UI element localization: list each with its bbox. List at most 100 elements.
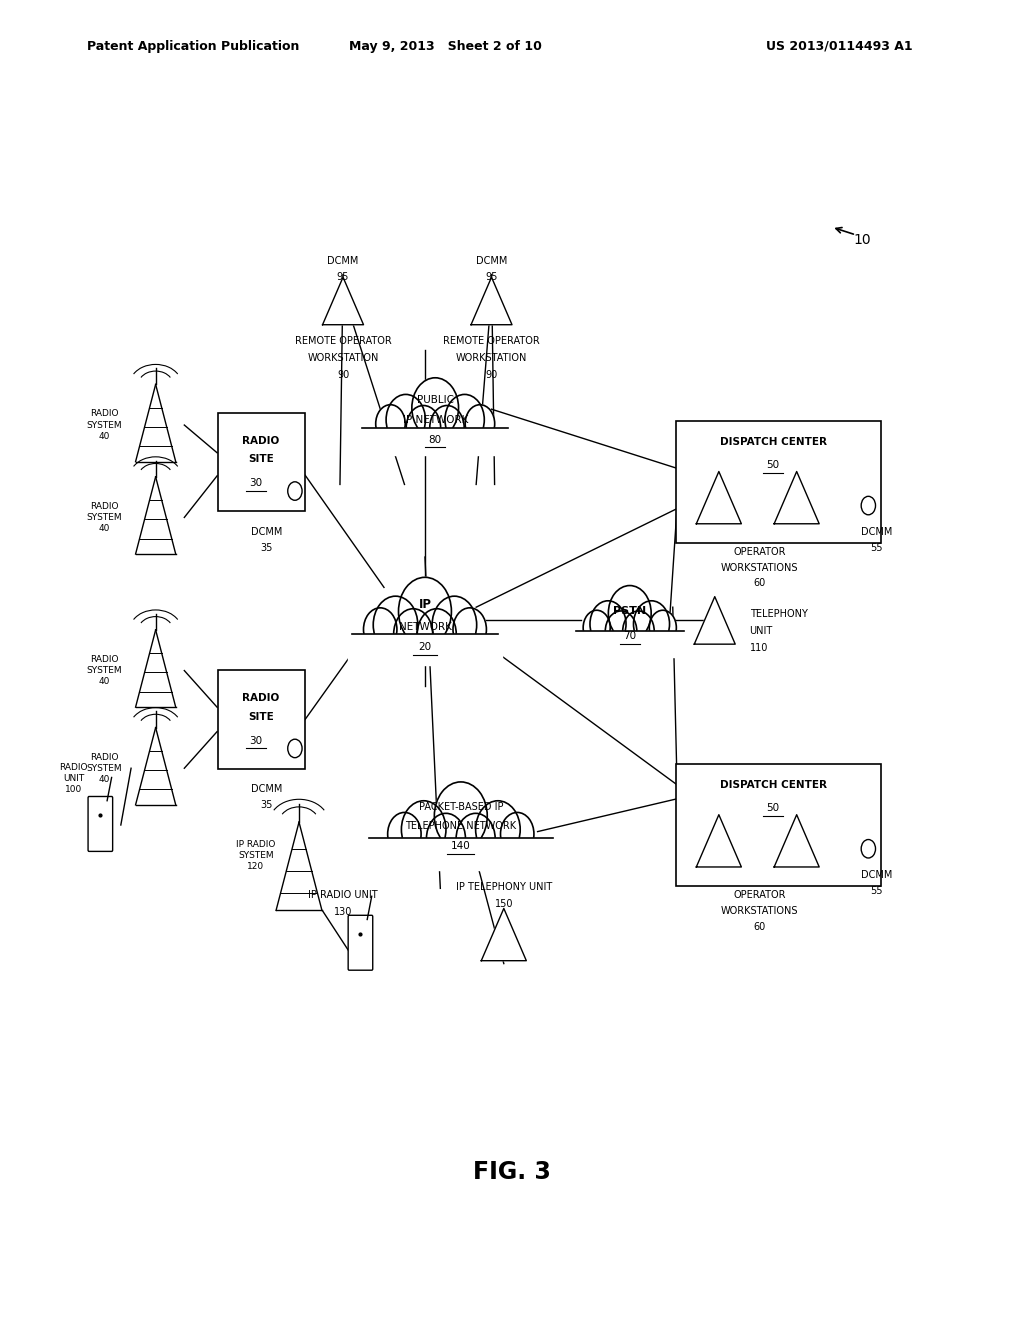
Text: DISPATCH CENTER: DISPATCH CENTER [720, 437, 826, 447]
Text: 60: 60 [754, 578, 766, 589]
Text: SITE: SITE [248, 454, 274, 465]
Polygon shape [774, 471, 819, 524]
Text: 80: 80 [429, 434, 441, 445]
Text: 50: 50 [767, 803, 779, 813]
Text: OPERATOR: OPERATOR [733, 546, 786, 557]
Circle shape [649, 610, 676, 645]
Text: OPERATOR: OPERATOR [733, 890, 786, 900]
Circle shape [584, 610, 610, 645]
Text: Patent Application Publication: Patent Application Publication [87, 40, 299, 53]
Text: SITE: SITE [248, 711, 274, 722]
Circle shape [388, 812, 421, 855]
Text: REMOTE OPERATOR: REMOTE OPERATOR [295, 335, 391, 346]
Text: 150: 150 [495, 899, 513, 909]
Text: WORKSTATIONS: WORKSTATIONS [721, 906, 799, 916]
Text: 130: 130 [334, 907, 352, 917]
Circle shape [623, 611, 654, 652]
Circle shape [376, 405, 406, 442]
Circle shape [445, 395, 484, 445]
FancyBboxPatch shape [676, 421, 881, 543]
FancyBboxPatch shape [217, 412, 305, 511]
Text: RADIO: RADIO [243, 436, 280, 446]
Text: TELEPHONE NETWORK: TELEPHONE NETWORK [406, 821, 516, 832]
Text: 20: 20 [419, 642, 431, 652]
Bar [365, 838, 557, 870]
Text: IP: IP [419, 598, 431, 611]
Bar [573, 631, 686, 656]
Text: PUBLIC: PUBLIC [417, 395, 454, 405]
Polygon shape [696, 814, 741, 867]
Text: 90: 90 [485, 370, 498, 380]
Circle shape [373, 597, 418, 653]
Text: 55: 55 [870, 543, 883, 553]
Text: REMOTE OPERATOR: REMOTE OPERATOR [443, 335, 540, 346]
Polygon shape [481, 908, 526, 961]
Text: FIG. 3: FIG. 3 [473, 1160, 551, 1184]
Polygon shape [774, 814, 819, 867]
Text: WORKSTATIONS: WORKSTATIONS [721, 562, 799, 573]
Text: IP TELEPHONY UNIT: IP TELEPHONY UNIT [456, 882, 552, 892]
Circle shape [453, 607, 486, 651]
Text: 30: 30 [250, 478, 262, 488]
Text: WORKSTATION: WORKSTATION [307, 352, 379, 363]
Circle shape [456, 813, 496, 863]
FancyBboxPatch shape [217, 671, 305, 768]
Text: TELEPHONY: TELEPHONY [750, 609, 808, 619]
Text: WORKSTATION: WORKSTATION [456, 352, 527, 363]
Circle shape [590, 601, 626, 647]
Text: US 2013/0114493 A1: US 2013/0114493 A1 [766, 40, 913, 53]
Text: DCMM: DCMM [251, 527, 282, 537]
Text: RADIO: RADIO [243, 693, 280, 704]
Text: 70: 70 [624, 631, 636, 642]
Text: IP RADIO UNIT: IP RADIO UNIT [308, 890, 378, 900]
Bar [358, 428, 512, 455]
Text: NETWORK: NETWORK [398, 622, 452, 632]
Circle shape [432, 597, 477, 653]
Text: RADIO
UNIT
100: RADIO UNIT 100 [59, 763, 88, 795]
Text: UNIT: UNIT [750, 626, 773, 636]
Circle shape [401, 801, 446, 858]
Text: DCMM: DCMM [861, 870, 892, 880]
Circle shape [386, 395, 425, 445]
Circle shape [501, 812, 534, 855]
Text: 55: 55 [870, 886, 883, 896]
Text: 30: 30 [250, 735, 262, 746]
Text: RADIO
SYSTEM
40: RADIO SYSTEM 40 [87, 502, 122, 533]
Text: PSTN: PSTN [613, 606, 646, 616]
Text: RADIO
SYSTEM
40: RADIO SYSTEM 40 [87, 409, 122, 441]
Text: DISPATCH CENTER: DISPATCH CENTER [720, 780, 826, 791]
Circle shape [465, 405, 495, 442]
Circle shape [417, 609, 457, 659]
Text: 35: 35 [260, 800, 272, 810]
Text: DCMM: DCMM [251, 784, 282, 795]
FancyBboxPatch shape [88, 796, 113, 851]
FancyBboxPatch shape [676, 764, 881, 886]
FancyBboxPatch shape [348, 915, 373, 970]
Text: 60: 60 [754, 921, 766, 932]
Text: DCMM: DCMM [476, 256, 507, 267]
Circle shape [364, 607, 397, 651]
Text: 110: 110 [750, 643, 768, 653]
Text: 90: 90 [337, 370, 349, 380]
Polygon shape [471, 277, 512, 325]
Circle shape [605, 611, 637, 652]
Text: DCMM: DCMM [328, 256, 358, 267]
Circle shape [634, 601, 670, 647]
Circle shape [475, 801, 520, 858]
Text: IP RADIO
SYSTEM
120: IP RADIO SYSTEM 120 [237, 840, 275, 871]
Text: 95: 95 [337, 272, 349, 282]
Text: 95: 95 [485, 272, 498, 282]
Polygon shape [694, 597, 735, 644]
Circle shape [434, 781, 487, 850]
Polygon shape [696, 471, 741, 524]
Text: 10: 10 [853, 234, 871, 247]
Text: 35: 35 [260, 543, 272, 553]
Text: RADIO
SYSTEM
40: RADIO SYSTEM 40 [87, 752, 122, 784]
Bar [348, 634, 502, 665]
Text: 140: 140 [451, 841, 471, 851]
Text: May 9, 2013   Sheet 2 of 10: May 9, 2013 Sheet 2 of 10 [349, 40, 542, 53]
Circle shape [608, 586, 651, 640]
Circle shape [426, 813, 466, 863]
Circle shape [398, 577, 452, 645]
Text: RADIO
SYSTEM
40: RADIO SYSTEM 40 [87, 655, 122, 686]
